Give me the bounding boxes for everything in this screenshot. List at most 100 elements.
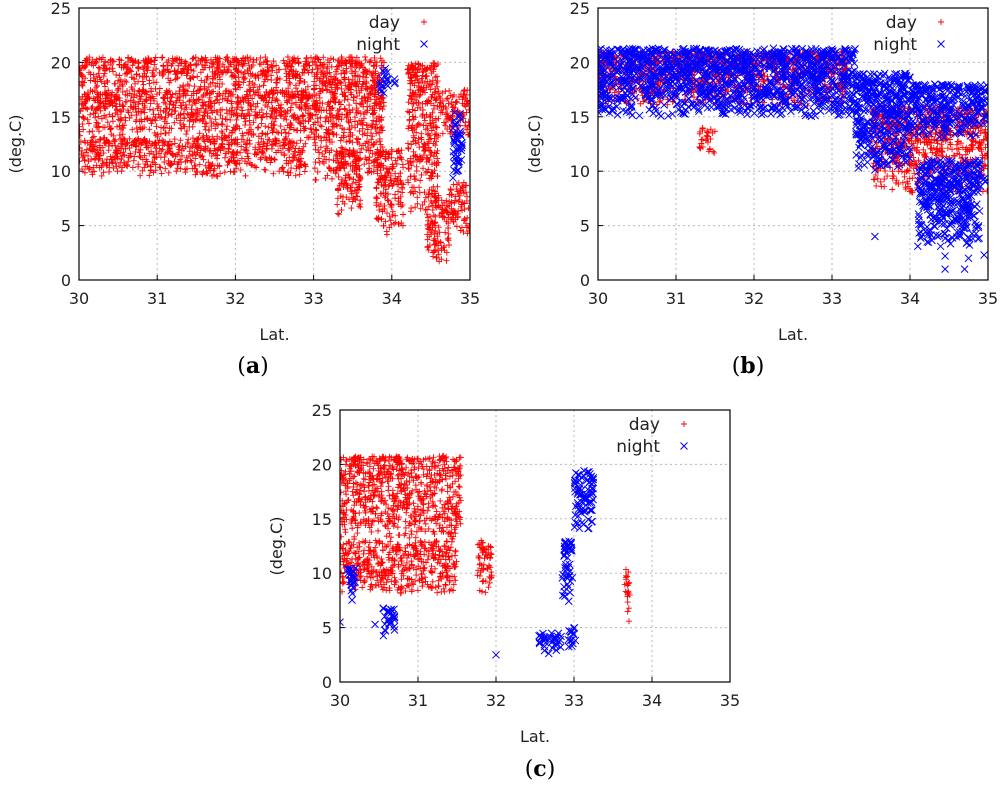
data-point xyxy=(302,103,309,110)
data-point xyxy=(216,76,223,83)
data-point xyxy=(242,172,249,179)
data-point xyxy=(352,72,359,79)
data-point xyxy=(97,95,104,102)
data-point xyxy=(463,91,470,98)
data-point xyxy=(356,117,363,124)
data-point xyxy=(116,123,123,130)
data-point xyxy=(281,139,288,146)
data-point xyxy=(184,81,191,88)
data-point xyxy=(337,60,344,67)
data-point xyxy=(340,132,347,139)
data-point xyxy=(454,144,462,153)
data-point xyxy=(373,199,380,206)
data-point xyxy=(176,91,183,98)
data-point xyxy=(270,126,277,133)
data-point xyxy=(161,95,168,102)
data-point xyxy=(87,71,94,78)
data-point xyxy=(407,74,414,81)
data-point xyxy=(281,126,288,133)
data-point xyxy=(318,123,325,130)
data-point xyxy=(80,126,87,133)
data-point xyxy=(419,201,426,208)
data-point xyxy=(313,127,320,134)
data-point xyxy=(282,66,289,73)
data-point xyxy=(132,148,139,155)
data-point xyxy=(112,142,119,149)
x-tick-label: 33 xyxy=(303,289,323,308)
data-point xyxy=(151,116,158,123)
data-point xyxy=(129,164,136,171)
data-point xyxy=(118,168,125,175)
data-point xyxy=(338,70,345,77)
data-point xyxy=(178,152,185,159)
data-point xyxy=(431,131,438,138)
data-point xyxy=(350,194,357,201)
data-point xyxy=(316,90,323,97)
data-point xyxy=(427,197,434,204)
data-point xyxy=(93,73,100,80)
data-point xyxy=(365,147,372,154)
data-point xyxy=(376,130,383,137)
data-point xyxy=(327,98,334,105)
data-point xyxy=(373,139,380,146)
data-point xyxy=(431,89,438,96)
data-point xyxy=(182,101,189,108)
data-point xyxy=(199,153,206,160)
data-point xyxy=(161,116,168,123)
data-point xyxy=(152,139,159,146)
data-point xyxy=(212,125,219,132)
data-point xyxy=(450,211,457,218)
data-point xyxy=(147,94,154,101)
data-point xyxy=(372,121,379,128)
data-point xyxy=(311,73,318,80)
data-point xyxy=(250,130,257,137)
data-point xyxy=(255,124,262,131)
data-point xyxy=(200,137,207,144)
data-point xyxy=(351,158,358,165)
data-point xyxy=(353,100,360,107)
data-point xyxy=(367,130,374,137)
data-point xyxy=(116,101,123,108)
data-point xyxy=(340,153,347,160)
data-point xyxy=(132,103,139,110)
data-point xyxy=(351,168,358,175)
data-point xyxy=(387,176,394,183)
data-point xyxy=(395,188,402,195)
data-point xyxy=(343,60,350,67)
data-point xyxy=(193,136,200,143)
data-point xyxy=(351,81,358,88)
data-point xyxy=(388,221,395,228)
data-point xyxy=(113,71,120,78)
data-point xyxy=(322,175,329,182)
data-point xyxy=(364,144,371,151)
data-point xyxy=(145,56,152,63)
data-point xyxy=(444,236,451,243)
data-point xyxy=(297,157,304,164)
data-point xyxy=(286,79,293,86)
data-point xyxy=(153,79,160,86)
data-point xyxy=(346,125,353,132)
data-point xyxy=(199,61,205,68)
data-point xyxy=(443,257,450,264)
data-point xyxy=(165,110,172,117)
data-point xyxy=(332,68,339,75)
data-point xyxy=(399,161,406,168)
y-tick-label: 5 xyxy=(580,217,590,236)
data-point xyxy=(257,54,264,61)
data-point xyxy=(88,141,95,148)
data-point xyxy=(320,54,327,61)
data-point xyxy=(438,107,445,114)
data-point xyxy=(446,87,453,94)
data-point xyxy=(109,99,116,106)
data-point xyxy=(245,97,252,104)
data-point xyxy=(382,72,390,81)
data-point xyxy=(434,238,441,245)
data-point xyxy=(463,197,470,204)
data-point xyxy=(417,205,424,212)
data-point xyxy=(135,146,142,153)
data-point xyxy=(416,92,423,99)
data-point xyxy=(371,91,378,98)
data-point xyxy=(248,73,255,80)
plot-frame xyxy=(78,7,471,281)
data-point xyxy=(452,193,459,200)
